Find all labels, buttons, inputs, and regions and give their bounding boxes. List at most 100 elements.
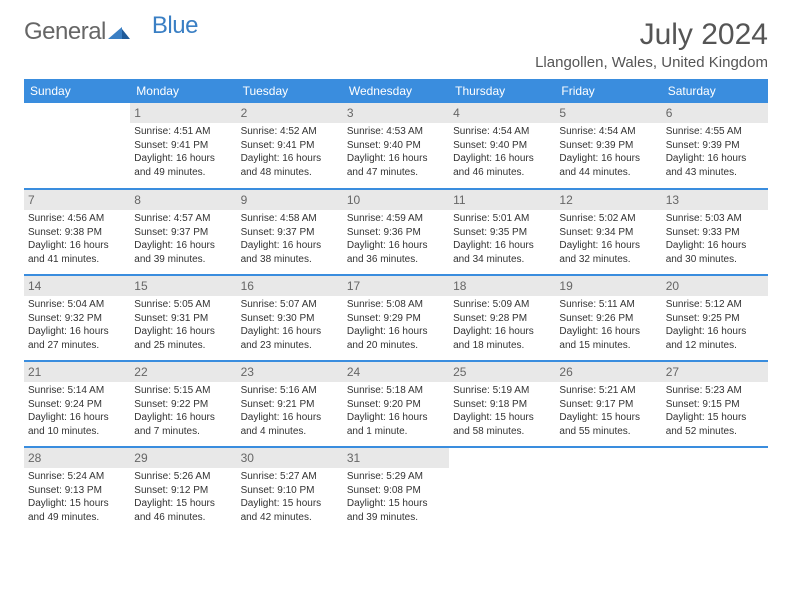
sunrise-line: Sunrise: 4:55 AM [666, 125, 764, 139]
weekday-header: Tuesday [237, 79, 343, 103]
sunrise-line: Sunrise: 4:56 AM [28, 212, 126, 226]
weekday-header: Thursday [449, 79, 555, 103]
day-info: Sunrise: 5:02 AMSunset: 9:34 PMDaylight:… [559, 212, 657, 266]
day-number: 19 [555, 276, 661, 296]
daylight-line: Daylight: 16 hours and 43 minutes. [666, 152, 764, 179]
calendar-cell: 21Sunrise: 5:14 AMSunset: 9:24 PMDayligh… [24, 361, 130, 447]
sunset-line: Sunset: 9:08 PM [347, 484, 445, 498]
day-number: 20 [662, 276, 768, 296]
sunrise-line: Sunrise: 5:21 AM [559, 384, 657, 398]
sunset-line: Sunset: 9:18 PM [453, 398, 551, 412]
calendar-cell [449, 447, 555, 533]
day-info: Sunrise: 5:19 AMSunset: 9:18 PMDaylight:… [453, 384, 551, 438]
calendar-cell: 2Sunrise: 4:52 AMSunset: 9:41 PMDaylight… [237, 103, 343, 189]
calendar-cell: 10Sunrise: 4:59 AMSunset: 9:36 PMDayligh… [343, 189, 449, 275]
day-number: 24 [343, 362, 449, 382]
sunset-line: Sunset: 9:26 PM [559, 312, 657, 326]
sunrise-line: Sunrise: 4:54 AM [453, 125, 551, 139]
calendar-cell: 23Sunrise: 5:16 AMSunset: 9:21 PMDayligh… [237, 361, 343, 447]
calendar-row: 14Sunrise: 5:04 AMSunset: 9:32 PMDayligh… [24, 275, 768, 361]
sunset-line: Sunset: 9:13 PM [28, 484, 126, 498]
calendar-cell: 29Sunrise: 5:26 AMSunset: 9:12 PMDayligh… [130, 447, 236, 533]
sunrise-line: Sunrise: 5:15 AM [134, 384, 232, 398]
location-text: Llangollen, Wales, United Kingdom [535, 54, 768, 71]
sunrise-line: Sunrise: 4:58 AM [241, 212, 339, 226]
day-info: Sunrise: 5:27 AMSunset: 9:10 PMDaylight:… [241, 470, 339, 524]
daylight-line: Daylight: 16 hours and 46 minutes. [453, 152, 551, 179]
day-number: 17 [343, 276, 449, 296]
sunrise-line: Sunrise: 5:14 AM [28, 384, 126, 398]
sunset-line: Sunset: 9:30 PM [241, 312, 339, 326]
title-block: July 2024 Llangollen, Wales, United King… [535, 18, 768, 71]
sunset-line: Sunset: 9:41 PM [241, 139, 339, 153]
sunrise-line: Sunrise: 5:23 AM [666, 384, 764, 398]
calendar-cell: 14Sunrise: 5:04 AMSunset: 9:32 PMDayligh… [24, 275, 130, 361]
calendar-cell: 27Sunrise: 5:23 AMSunset: 9:15 PMDayligh… [662, 361, 768, 447]
day-number: 2 [237, 103, 343, 123]
day-info: Sunrise: 5:26 AMSunset: 9:12 PMDaylight:… [134, 470, 232, 524]
calendar-table: SundayMondayTuesdayWednesdayThursdayFrid… [24, 79, 768, 533]
sunset-line: Sunset: 9:37 PM [241, 226, 339, 240]
weekday-header: Friday [555, 79, 661, 103]
calendar-cell [662, 447, 768, 533]
day-number: 29 [130, 448, 236, 468]
day-number: 11 [449, 190, 555, 210]
sunset-line: Sunset: 9:29 PM [347, 312, 445, 326]
day-number: 28 [24, 448, 130, 468]
day-number: 8 [130, 190, 236, 210]
sunrise-line: Sunrise: 5:12 AM [666, 298, 764, 312]
daylight-line: Daylight: 16 hours and 39 minutes. [134, 239, 232, 266]
calendar-cell: 6Sunrise: 4:55 AMSunset: 9:39 PMDaylight… [662, 103, 768, 189]
calendar-head: SundayMondayTuesdayWednesdayThursdayFrid… [24, 79, 768, 103]
sunset-line: Sunset: 9:39 PM [666, 139, 764, 153]
sunset-line: Sunset: 9:33 PM [666, 226, 764, 240]
daylight-line: Daylight: 16 hours and 44 minutes. [559, 152, 657, 179]
day-info: Sunrise: 5:24 AMSunset: 9:13 PMDaylight:… [28, 470, 126, 524]
sunset-line: Sunset: 9:36 PM [347, 226, 445, 240]
sunset-line: Sunset: 9:41 PM [134, 139, 232, 153]
calendar-cell: 16Sunrise: 5:07 AMSunset: 9:30 PMDayligh… [237, 275, 343, 361]
day-number: 1 [130, 103, 236, 123]
day-number: 14 [24, 276, 130, 296]
calendar-cell [24, 103, 130, 189]
daylight-line: Daylight: 16 hours and 49 minutes. [134, 152, 232, 179]
calendar-cell: 3Sunrise: 4:53 AMSunset: 9:40 PMDaylight… [343, 103, 449, 189]
day-number: 26 [555, 362, 661, 382]
sunrise-line: Sunrise: 4:59 AM [347, 212, 445, 226]
day-info: Sunrise: 4:59 AMSunset: 9:36 PMDaylight:… [347, 212, 445, 266]
sunset-line: Sunset: 9:38 PM [28, 226, 126, 240]
day-info: Sunrise: 4:54 AMSunset: 9:39 PMDaylight:… [559, 125, 657, 179]
sunset-line: Sunset: 9:32 PM [28, 312, 126, 326]
sunset-line: Sunset: 9:15 PM [666, 398, 764, 412]
day-info: Sunrise: 4:56 AMSunset: 9:38 PMDaylight:… [28, 212, 126, 266]
calendar-cell: 5Sunrise: 4:54 AMSunset: 9:39 PMDaylight… [555, 103, 661, 189]
sunrise-line: Sunrise: 4:57 AM [134, 212, 232, 226]
calendar-cell [555, 447, 661, 533]
daylight-line: Daylight: 16 hours and 34 minutes. [453, 239, 551, 266]
day-info: Sunrise: 5:07 AMSunset: 9:30 PMDaylight:… [241, 298, 339, 352]
day-number: 18 [449, 276, 555, 296]
day-info: Sunrise: 5:05 AMSunset: 9:31 PMDaylight:… [134, 298, 232, 352]
calendar-cell: 19Sunrise: 5:11 AMSunset: 9:26 PMDayligh… [555, 275, 661, 361]
day-number: 5 [555, 103, 661, 123]
calendar-row: 7Sunrise: 4:56 AMSunset: 9:38 PMDaylight… [24, 189, 768, 275]
day-info: Sunrise: 5:12 AMSunset: 9:25 PMDaylight:… [666, 298, 764, 352]
calendar-cell: 7Sunrise: 4:56 AMSunset: 9:38 PMDaylight… [24, 189, 130, 275]
calendar-cell: 22Sunrise: 5:15 AMSunset: 9:22 PMDayligh… [130, 361, 236, 447]
day-number: 7 [24, 190, 130, 210]
calendar-cell: 9Sunrise: 4:58 AMSunset: 9:37 PMDaylight… [237, 189, 343, 275]
daylight-line: Daylight: 16 hours and 38 minutes. [241, 239, 339, 266]
daylight-line: Daylight: 15 hours and 49 minutes. [28, 497, 126, 524]
day-info: Sunrise: 5:11 AMSunset: 9:26 PMDaylight:… [559, 298, 657, 352]
calendar-cell: 25Sunrise: 5:19 AMSunset: 9:18 PMDayligh… [449, 361, 555, 447]
daylight-line: Daylight: 16 hours and 1 minute. [347, 411, 445, 438]
sunrise-line: Sunrise: 5:09 AM [453, 298, 551, 312]
calendar-cell: 17Sunrise: 5:08 AMSunset: 9:29 PMDayligh… [343, 275, 449, 361]
daylight-line: Daylight: 16 hours and 10 minutes. [28, 411, 126, 438]
sunrise-line: Sunrise: 5:16 AM [241, 384, 339, 398]
daylight-line: Daylight: 16 hours and 47 minutes. [347, 152, 445, 179]
day-number: 27 [662, 362, 768, 382]
sunset-line: Sunset: 9:40 PM [347, 139, 445, 153]
sunset-line: Sunset: 9:10 PM [241, 484, 339, 498]
day-number: 3 [343, 103, 449, 123]
